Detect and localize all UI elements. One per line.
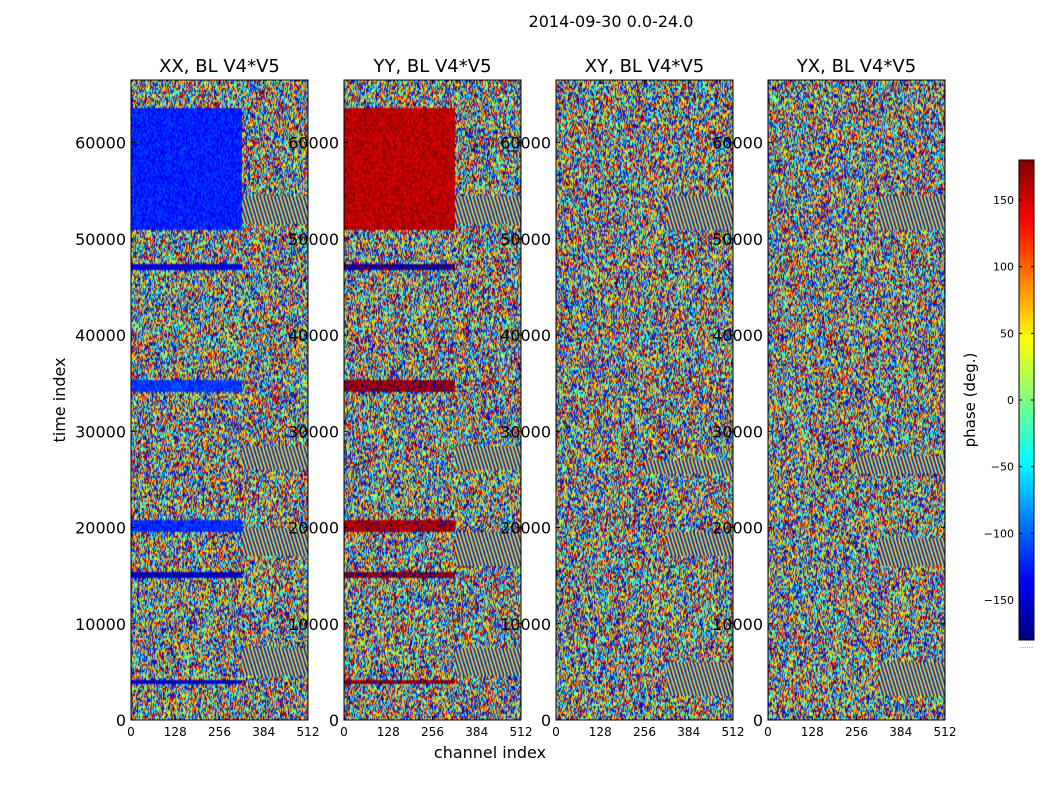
x-tick-label: 512 <box>297 725 320 739</box>
y-tick-label: 60000 <box>500 134 551 153</box>
x-tick-label: 128 <box>164 725 187 739</box>
panel-title: XY, BL V4*V5 <box>585 56 704 77</box>
y-tick-label: 50000 <box>712 230 763 249</box>
y-tick-label: 30000 <box>75 422 126 441</box>
x-tick-label: 0 <box>764 725 772 739</box>
y-tick-label: 50000 <box>500 230 551 249</box>
y-tick-label: 0 <box>541 711 551 730</box>
x-tick-label: 512 <box>934 725 957 739</box>
y-tick-label: 10000 <box>500 615 551 634</box>
y-tick-label: 0 <box>116 711 126 730</box>
figure-title: 2014-09-30 0.0-24.0 <box>528 12 694 31</box>
panel-title: XX, BL V4*V5 <box>159 56 280 77</box>
colorbar-tick-label: 150 <box>993 194 1014 207</box>
x-tick-label: 128 <box>377 725 400 739</box>
y-tick-label: 10000 <box>75 615 126 634</box>
y-tick-label: 40000 <box>75 326 126 345</box>
x-tick-label: 256 <box>845 725 868 739</box>
y-tick-label: 30000 <box>288 422 339 441</box>
x-tick-label: 384 <box>465 725 488 739</box>
y-tick-label: 60000 <box>288 134 339 153</box>
colorbar-footer: ...... <box>1020 642 1033 650</box>
y-tick-label: 20000 <box>288 519 339 538</box>
heatmap-image <box>344 80 521 720</box>
y-axis-label: time index <box>50 357 69 442</box>
panel-3: XY, BL V4*V5 0 128 256 384 512 0 10000 20000 3000… <box>500 56 744 739</box>
x-tick-label: 384 <box>889 725 912 739</box>
panel-2: YY, BL V4*V5 0 128 256 384 512 0 10000 20000 3000… <box>288 56 532 739</box>
x-tick-label: 0 <box>552 725 560 739</box>
y-tick-label: 30000 <box>500 422 551 441</box>
y-tick-label: 40000 <box>500 326 551 345</box>
colorbar-tick-label: 0 <box>1007 394 1014 407</box>
colorbar: −150 −100 −50 0 50 100 150 phase (deg.)...... <box>961 159 1035 650</box>
panel-1: XX, BL V4*V5 0 128 256 384 512 0 10000 20000 3000… <box>75 56 319 739</box>
panel-title: YY, BL V4*V5 <box>372 56 491 77</box>
x-tick-label: 256 <box>633 725 656 739</box>
y-tick-label: 20000 <box>500 519 551 538</box>
y-tick-label: 40000 <box>712 326 763 345</box>
colorbar-tick-label: 100 <box>993 261 1014 274</box>
heatmap-image <box>768 80 945 720</box>
heatmap-image <box>556 80 733 720</box>
y-tick-label: 60000 <box>712 134 763 153</box>
y-tick-label: 10000 <box>288 615 339 634</box>
y-tick-label: 20000 <box>75 519 126 538</box>
x-tick-label: 512 <box>722 725 745 739</box>
y-tick-label: 50000 <box>75 230 126 249</box>
x-tick-label: 0 <box>127 725 135 739</box>
x-tick-label: 128 <box>801 725 824 739</box>
colorbar-tick-label: −150 <box>984 594 1014 607</box>
x-tick-label: 256 <box>208 725 231 739</box>
y-tick-label: 20000 <box>712 519 763 538</box>
x-tick-label: 384 <box>677 725 700 739</box>
y-tick-label: 40000 <box>288 326 339 345</box>
y-tick-label: 0 <box>753 711 763 730</box>
y-tick-label: 50000 <box>288 230 339 249</box>
y-tick-label: 60000 <box>75 134 126 153</box>
heatmap-image <box>131 80 308 720</box>
y-tick-label: 10000 <box>712 615 763 634</box>
colorbar-label: phase (deg.) <box>961 353 979 448</box>
panel-4: YX, BL V4*V5 0 128 256 384 512 0 10000 20000 3000… <box>712 56 956 739</box>
panel-title: YX, BL V4*V5 <box>796 56 916 77</box>
y-tick-label: 30000 <box>712 422 763 441</box>
colorbar-tick-label: −50 <box>991 461 1014 474</box>
x-tick-label: 128 <box>589 725 612 739</box>
x-tick-label: 0 <box>340 725 348 739</box>
colorbar-tick-label: −100 <box>984 527 1014 540</box>
colorbar-tick-label: 50 <box>1000 327 1014 340</box>
y-tick-label: 0 <box>329 711 339 730</box>
x-tick-label: 512 <box>510 725 533 739</box>
x-tick-label: 256 <box>421 725 444 739</box>
x-tick-label: 384 <box>252 725 275 739</box>
x-axis-label: channel index <box>434 743 546 762</box>
